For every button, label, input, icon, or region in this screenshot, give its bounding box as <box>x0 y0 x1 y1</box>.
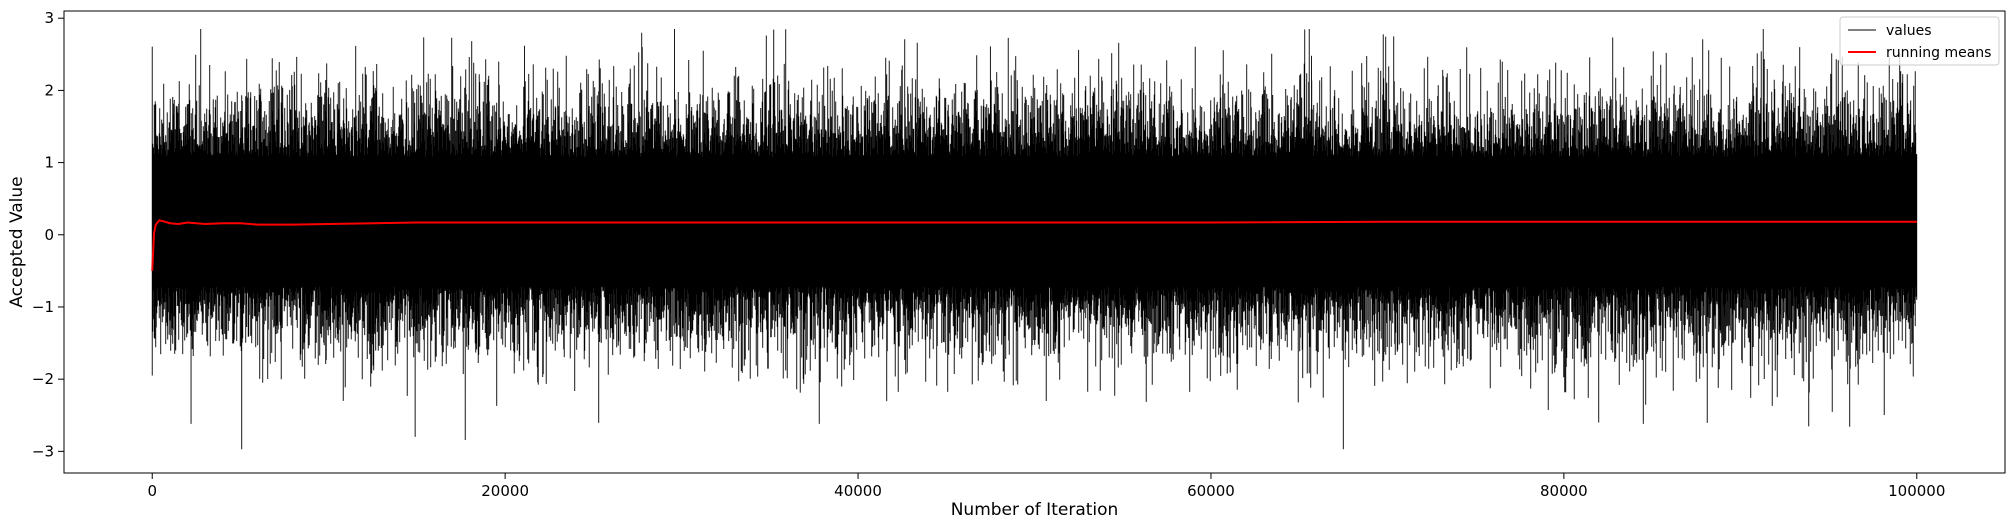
x-tick-label: 0 <box>147 482 157 500</box>
y-tick-label: 3 <box>44 9 54 27</box>
x-axis-ticks: 0 20000 40000 60000 80000 100000 <box>147 473 1945 500</box>
y-axis-ticks: −3 −2 −1 0 1 2 3 <box>32 9 64 460</box>
legend-box <box>1839 16 2000 66</box>
x-tick-label: 100000 <box>1888 482 1945 500</box>
running-means-line <box>151 219 1917 271</box>
x-tick-label: 40000 <box>834 482 882 500</box>
y-tick-label: −2 <box>32 370 54 388</box>
x-tick-label: 60000 <box>1187 482 1235 500</box>
x-axis-label: Number of Iteration <box>951 500 1119 520</box>
y-tick-label: 0 <box>44 226 54 244</box>
x-tick-label: 80000 <box>1540 482 1588 500</box>
y-tick-label: −1 <box>32 298 54 316</box>
plot-area <box>151 29 1918 450</box>
running-means-series <box>151 219 1917 271</box>
legend-label-running-means: running means <box>1886 45 1991 61</box>
x-tick-label: 20000 <box>481 482 529 500</box>
y-tick-label: 2 <box>44 81 54 99</box>
legend-label-values: values <box>1886 23 1932 39</box>
legend: values running means <box>1839 16 2000 66</box>
y-tick-label: −3 <box>32 442 54 460</box>
y-tick-label: 1 <box>44 154 54 172</box>
y-axis-label: Accepted Value <box>7 176 27 307</box>
axes-frame <box>63 10 2006 474</box>
